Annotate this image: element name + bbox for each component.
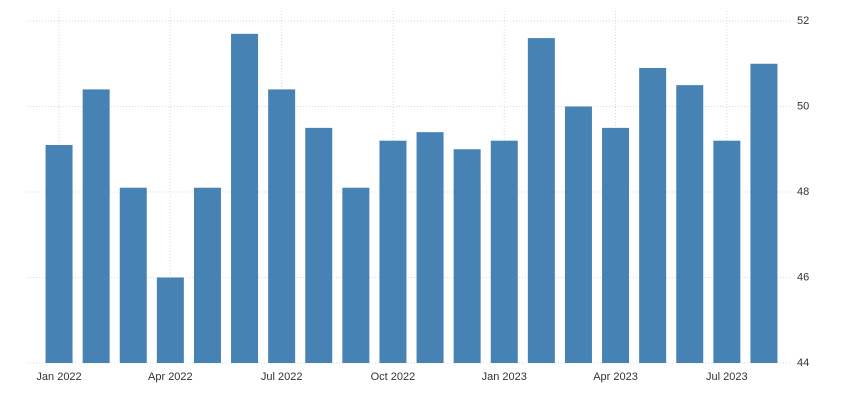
bar	[82, 89, 110, 364]
x-tick-label: Apr 2022	[148, 371, 193, 383]
y-tick-label: 44	[797, 357, 809, 369]
bar	[342, 187, 370, 363]
bar	[639, 68, 667, 364]
bar	[119, 187, 147, 363]
bar	[379, 140, 407, 363]
bar	[564, 106, 592, 363]
x-tick-label: Jan 2023	[482, 371, 527, 383]
bar	[490, 140, 518, 363]
bar	[305, 127, 333, 363]
y-tick-label: 48	[797, 186, 809, 198]
bar	[156, 277, 184, 363]
bar	[602, 127, 630, 363]
x-tick-label: Jul 2023	[706, 371, 748, 383]
x-tick-label: Oct 2022	[371, 371, 416, 383]
y-tick-label: 46	[797, 271, 809, 283]
bar	[231, 33, 259, 363]
bar	[527, 38, 555, 363]
bar	[750, 63, 778, 363]
x-tick-label: Jul 2022	[261, 371, 303, 383]
bar	[45, 144, 73, 363]
x-tick-label: Apr 2023	[593, 371, 638, 383]
bar	[453, 149, 481, 363]
y-tick-label: 50	[797, 100, 809, 112]
bar	[268, 89, 296, 364]
bar	[676, 85, 704, 363]
x-tick-label: Jan 2022	[36, 371, 81, 383]
bar	[193, 187, 221, 363]
bar	[416, 132, 444, 363]
y-tick-label: 52	[797, 15, 809, 27]
bar	[713, 140, 741, 363]
